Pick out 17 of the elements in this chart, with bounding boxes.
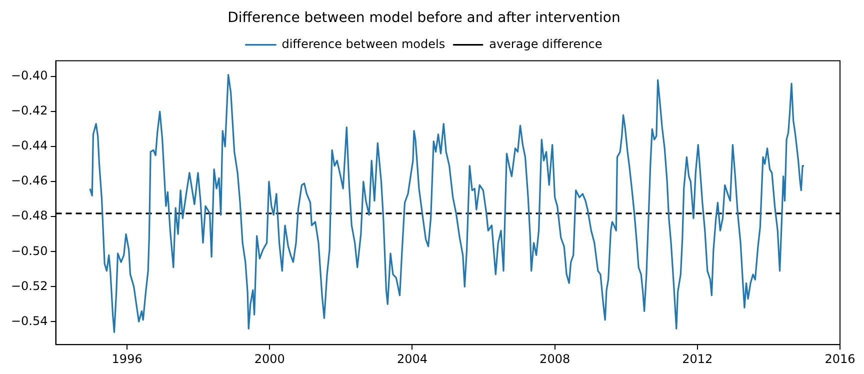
y-tick-label: −0.44: [10, 138, 48, 153]
y-tick-label: −0.48: [10, 208, 48, 223]
y-tick-label: −0.54: [10, 314, 48, 328]
y-tick-label: −0.46: [10, 174, 48, 188]
legend-label: average difference: [489, 36, 602, 51]
x-tick-label: 2000: [254, 352, 285, 366]
x-tick-label: 2008: [540, 352, 570, 366]
y-tick-label: −0.52: [10, 278, 48, 293]
x-tick-label: 1996: [112, 352, 142, 366]
x-tick-label: 2016: [824, 352, 856, 366]
x-tick-label: 2012: [682, 352, 713, 366]
y-tick-label: −0.42: [10, 104, 48, 118]
y-tick-label: −0.50: [10, 244, 48, 258]
x-tick-label: 2004: [396, 352, 428, 366]
y-tick-label: −0.40: [10, 68, 48, 83]
legend-label: difference between models: [282, 36, 446, 51]
chart-title: Difference between model before and after intervention: [228, 10, 620, 26]
